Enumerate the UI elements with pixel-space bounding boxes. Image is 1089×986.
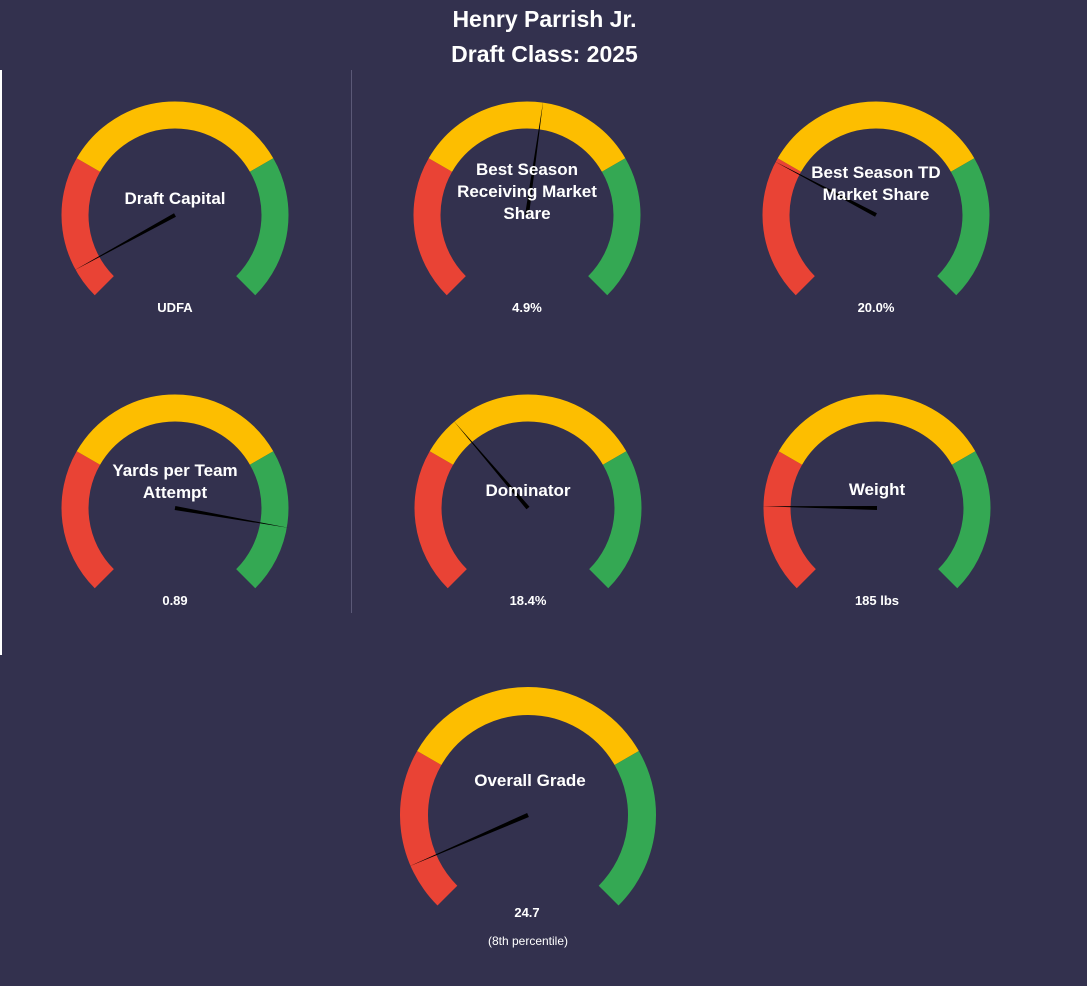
gauge-high-segment (588, 451, 642, 589)
right-edge-notch (1087, 0, 1089, 986)
column-divider (351, 70, 352, 613)
gauge-value: 18.4% (509, 593, 547, 608)
gauge-low-segment (762, 158, 816, 296)
gauge-mid-segment (778, 394, 976, 466)
gauge-high-segment (235, 158, 289, 296)
draft-class: Draft Class: 2025 (451, 41, 638, 67)
gauge-draft-capital-svg (61, 101, 289, 296)
gauge-label: Dominator (485, 481, 571, 500)
gauge-high-segment (937, 451, 991, 589)
gauge-draft-capital: Draft Capital UDFA (55, 95, 295, 320)
gauge-value: 0.89 (162, 593, 188, 608)
gauge-overall-grade-svg (400, 687, 656, 906)
gauge-label: Overall Grade (474, 771, 586, 790)
gauge-value: UDFA (157, 300, 193, 315)
gauge-needle (408, 812, 529, 867)
gauge-overall-grade: Overall Grade 24.7 (8th percentile) (385, 680, 675, 970)
gauge-mid-segment (429, 394, 627, 466)
gauge-low-segment (414, 451, 468, 589)
left-edge-notch (0, 70, 2, 655)
gauge-label: Best Season TD Market Share (811, 163, 941, 204)
gauge-high-segment (936, 158, 990, 296)
gauge-value: 24.7 (514, 905, 540, 920)
gauge-note: (8th percentile) (487, 934, 569, 948)
gauge-td-market-share: Best Season TD Market Share 20.0% (756, 95, 996, 320)
gauge-high-segment (587, 158, 641, 296)
gauge-needle (452, 420, 530, 510)
gauge-label: Weight (848, 480, 906, 499)
gauge-yards-per-team-attempt: Yards per Team Attempt 0.89 (55, 388, 295, 613)
gauge-mid-segment (417, 687, 639, 766)
gauge-weight: Weight 185 lbs (757, 388, 997, 613)
gauge-low-segment (61, 158, 115, 296)
gauge-low-segment (763, 451, 817, 589)
gauge-dominator: Dominator 18.4% (408, 388, 648, 613)
gauge-receiving-market-share: Best Season Receiving Market Share 4.9% (407, 95, 647, 320)
gauge-value: 185 lbs (854, 593, 900, 608)
gauge-needle (174, 506, 289, 528)
gauge-high-segment (598, 751, 656, 906)
gauge-needle (773, 160, 877, 217)
gauge-label: Yards per Team Attempt (112, 461, 238, 502)
gauge-value: 4.9% (512, 300, 542, 315)
gauge-yards-per-team-attempt-svg (61, 394, 289, 589)
gauge-low-segment (400, 751, 458, 906)
gauge-mid-segment (76, 394, 274, 466)
gauge-needle (73, 213, 176, 271)
gauge-low-segment (61, 451, 115, 589)
player-name: Henry Parrish Jr. (452, 6, 637, 32)
gauge-needle (525, 100, 544, 216)
gauge-mid-segment (428, 101, 626, 173)
gauge-label: Best Season Receiving Market Share (457, 160, 597, 223)
gauge-dominator-svg (414, 394, 642, 589)
gauge-needle (761, 506, 878, 510)
gauge-mid-segment (76, 101, 274, 173)
gauge-value: 20.0% (857, 300, 895, 315)
gauge-mid-segment (777, 101, 975, 173)
gauge-high-segment (235, 451, 289, 589)
gauge-weight-svg (761, 394, 991, 589)
gauge-label: Draft Capital (124, 189, 226, 208)
gauge-low-segment (413, 158, 467, 296)
gauge-receiving-market-share-svg (413, 100, 641, 296)
gauge-td-market-share-svg (762, 101, 990, 296)
